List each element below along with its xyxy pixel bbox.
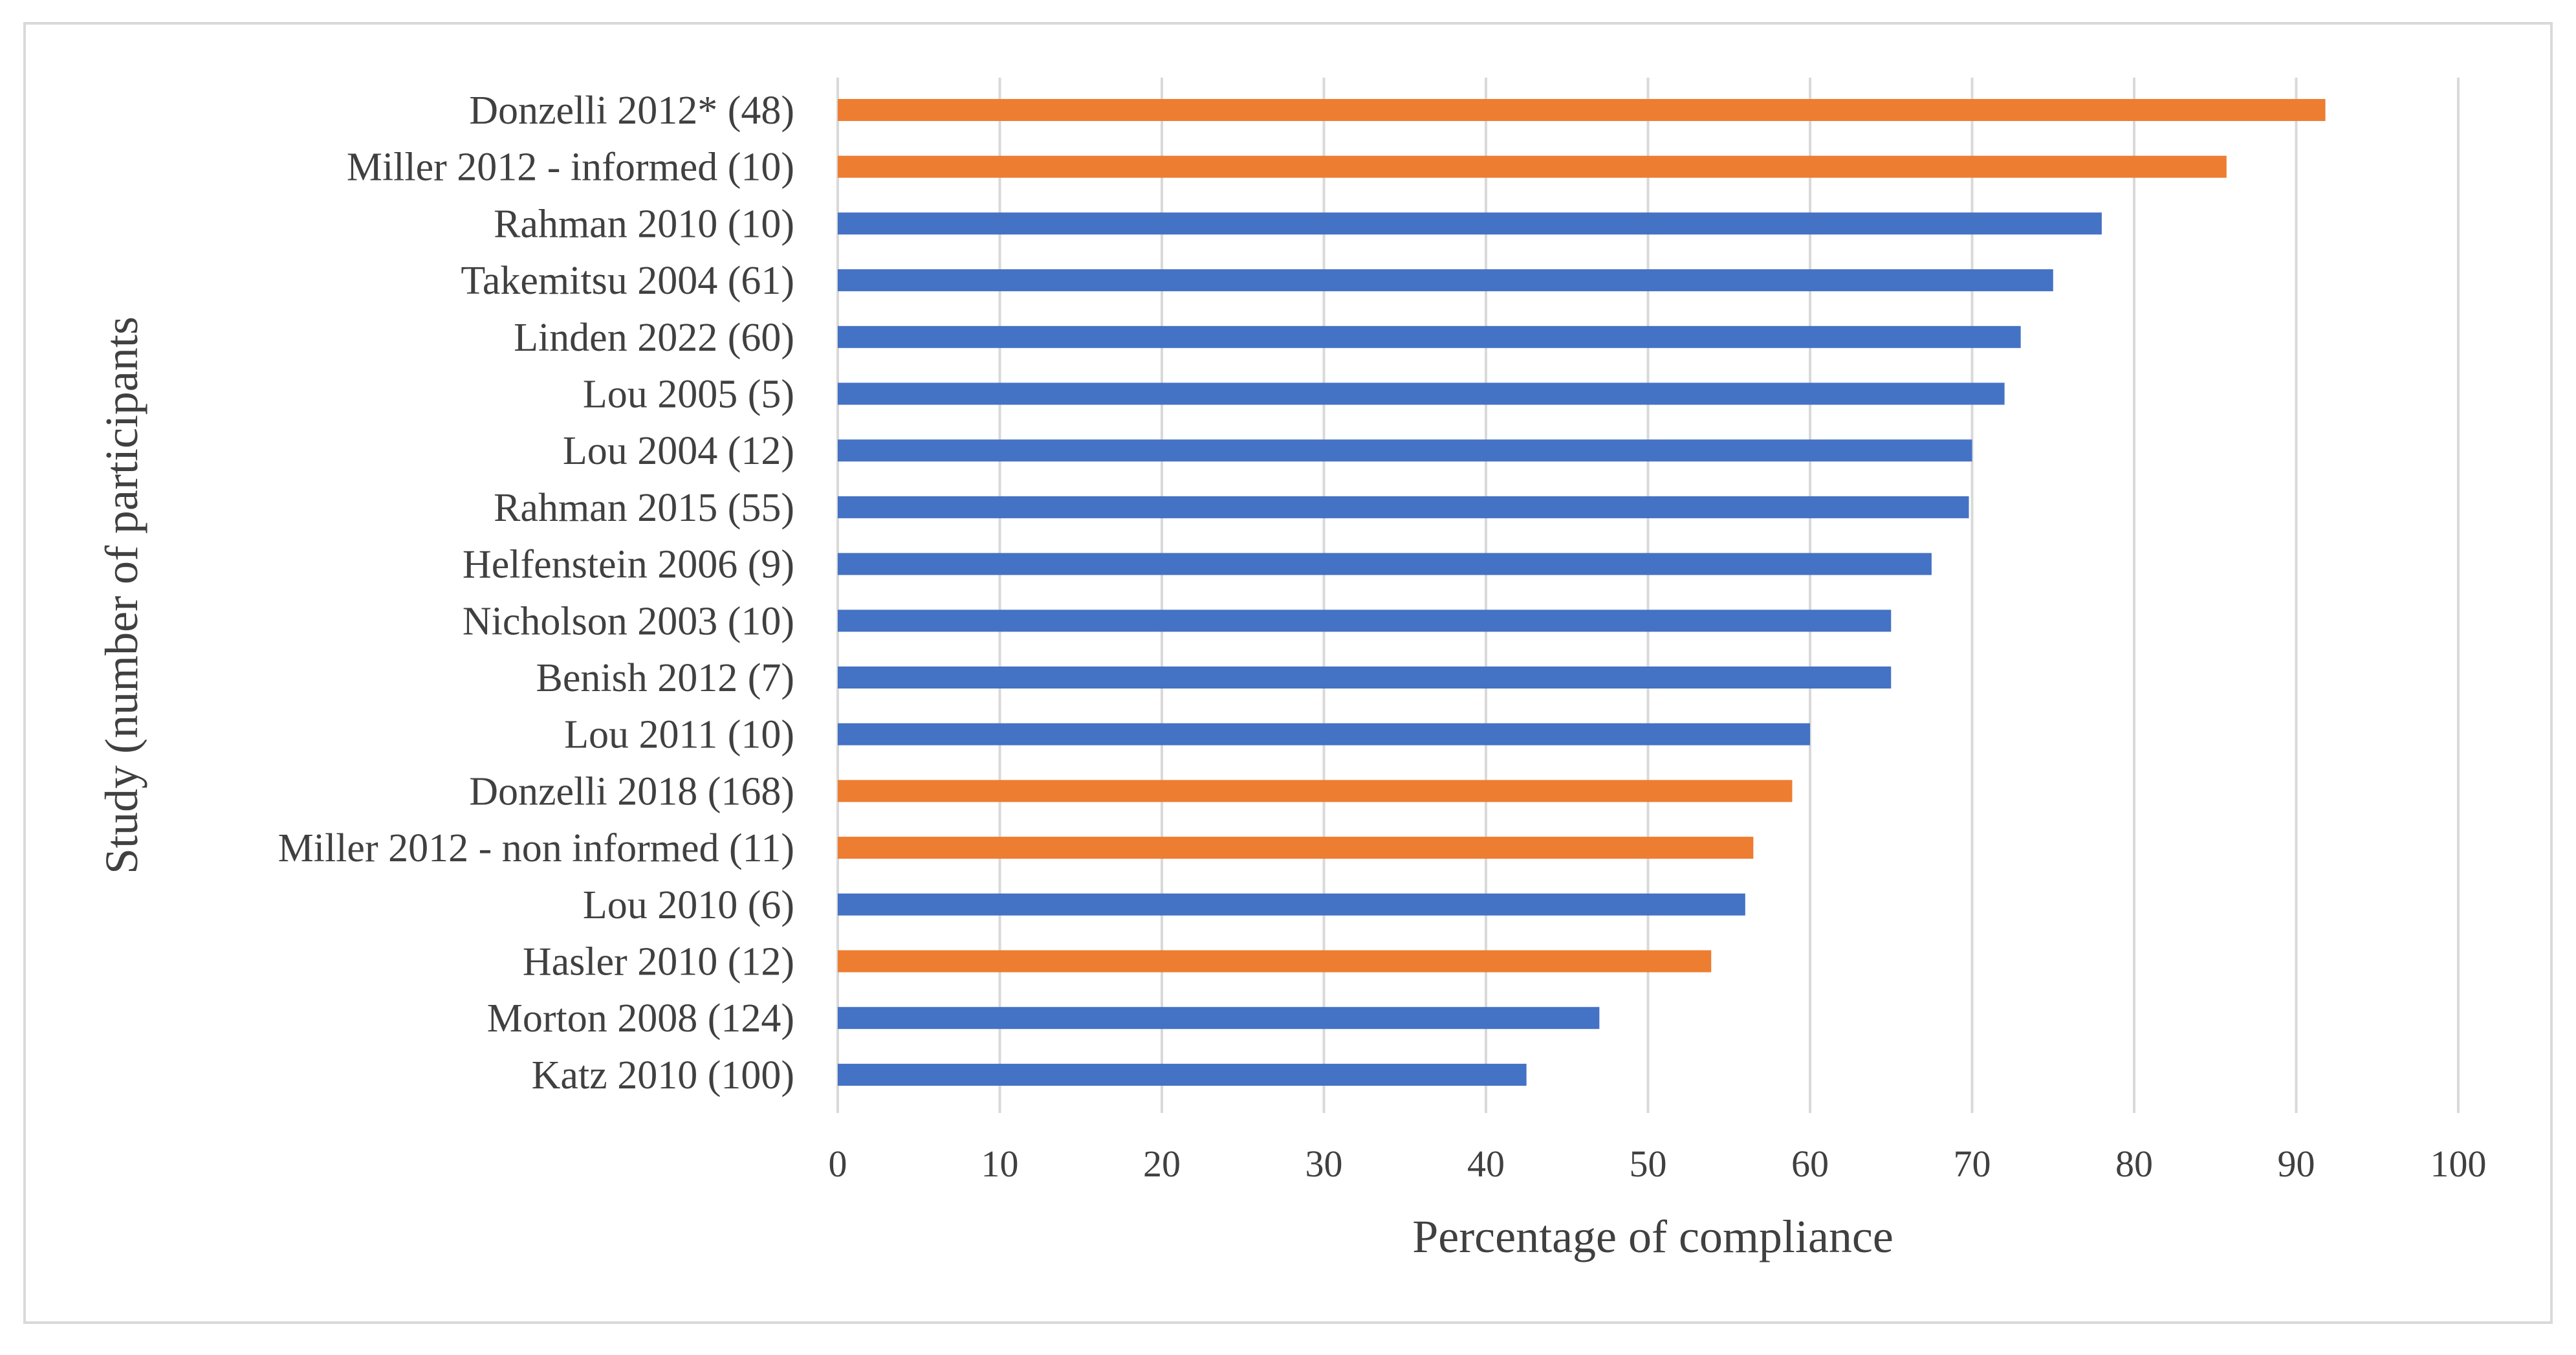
x-tick-labels: 0 10 20 30 40 50 60 70 80 90 100 [829,1143,2487,1185]
bar-14 [838,893,1745,916]
category-label: Lou 2005 (5) [583,373,794,417]
bar-13 [838,837,1754,859]
bar-0 [838,99,2326,121]
bar-5 [838,382,2005,405]
category-label: Katz 2010 (100) [532,1053,794,1097]
x-tick-label: 50 [1630,1143,1667,1185]
category-label: Donzelli 2012* (48) [469,89,794,133]
bar-2 [838,212,2102,235]
x-axis-title: Percentage of compliance [1412,1211,1894,1262]
category-label: Benish 2012 (7) [536,656,794,700]
x-tick-label: 100 [2430,1143,2487,1185]
bar-4 [838,325,2021,348]
bar-11 [838,723,1810,745]
x-tick-label: 20 [1143,1143,1181,1185]
category-label: Miller 2012 - non informed (11) [278,826,794,870]
bars [838,99,2326,1086]
bar-7 [838,496,1969,518]
bar-3 [838,269,2053,292]
gridlines [836,78,2460,1113]
bar-6 [838,439,1972,462]
category-label: Miller 2012 - informed (10) [347,146,794,190]
x-tick-label: 0 [829,1143,847,1185]
bar-12 [838,780,1793,802]
x-tick-label: 90 [2278,1143,2315,1185]
category-label: Hasler 2010 (12) [523,940,794,984]
category-label: Helfenstein 2006 (9) [463,543,794,587]
bar-15 [838,950,1712,973]
category-label: Rahman 2015 (55) [494,486,794,530]
category-label: Morton 2008 (124) [487,997,794,1041]
x-tick-label: 40 [1467,1143,1505,1185]
bar-1 [838,155,2227,178]
bar-17 [838,1063,1527,1086]
category-label: Lou 2010 (6) [583,883,794,927]
bar-16 [838,1007,1600,1030]
category-label: Rahman 2010 (10) [494,202,794,246]
x-tick-label: 10 [981,1143,1019,1185]
category-labels: Donzelli 2012* (48) Miller 2012 - informe… [278,89,794,1097]
category-label: Lou 2004 (12) [563,429,794,473]
category-label: Lou 2011 (10) [564,713,794,757]
x-tick-label: 80 [2115,1143,2153,1185]
category-label: Linden 2022 (60) [514,316,794,360]
x-tick-label: 30 [1305,1143,1343,1185]
x-tick-label: 60 [1791,1143,1829,1185]
bar-10 [838,666,1892,689]
x-tick-label: 70 [1954,1143,1991,1185]
bar-8 [838,553,1932,575]
bar-9 [838,610,1892,632]
category-label: Donzelli 2018 (168) [469,769,794,813]
category-label: Nicholson 2003 (10) [463,599,794,643]
category-label: Takemitsu 2004 (61) [461,259,794,303]
y-axis-title: Study (number of participants [96,316,147,874]
